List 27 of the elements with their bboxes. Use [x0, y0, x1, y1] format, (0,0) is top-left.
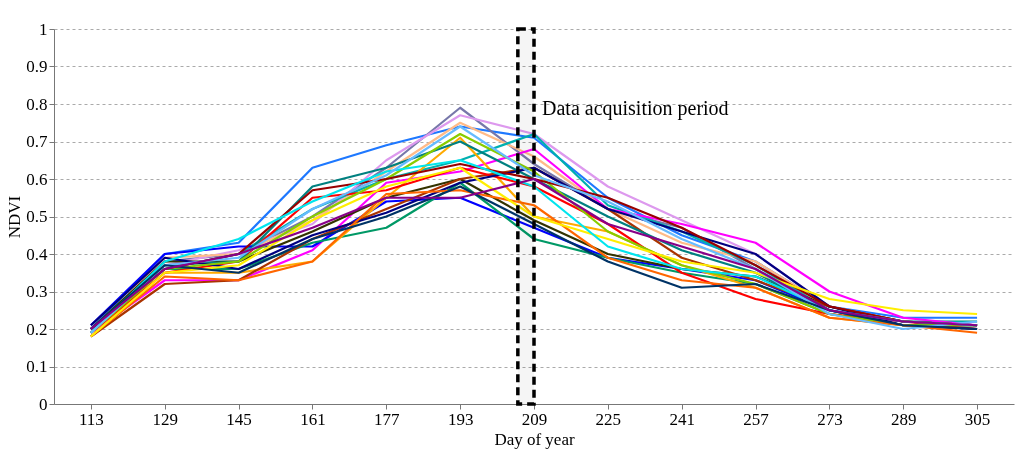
x-tick-label: 177	[374, 409, 401, 429]
x-tick-label: 289	[890, 409, 917, 429]
y-tick-label: 0.7	[26, 132, 48, 151]
x-tick-label: 225	[595, 409, 622, 429]
y-tick-label: 0	[39, 394, 48, 414]
y-tick-label: 0.1	[26, 357, 48, 376]
x-tick-label: 113	[78, 409, 104, 429]
x-tick-label: 241	[669, 409, 695, 429]
y-tick-label: 0.3	[26, 282, 48, 301]
y-tick-label: 0.2	[26, 319, 48, 339]
y-tick-label: 0.8	[26, 94, 48, 114]
y-axis-title: NDVI	[5, 195, 25, 239]
y-tick-label: 0.6	[26, 169, 48, 189]
y-tick-label: 1	[39, 19, 48, 39]
x-tick-label: 257	[743, 409, 770, 429]
x-axis-title: Day of year	[494, 429, 575, 449]
x-tick-label: 305	[964, 409, 991, 429]
x-tick-label: 273	[817, 409, 843, 429]
x-tick-label: 209	[521, 409, 548, 429]
y-tick-label: 0.4	[26, 244, 48, 264]
y-tick-label: 0.5	[26, 207, 48, 226]
x-tick-label: 145	[226, 409, 252, 429]
band-label: Data acquisition period	[542, 97, 729, 120]
x-tick-label: 161	[300, 409, 326, 429]
y-tick-label: 0.9	[26, 57, 48, 76]
x-tick-label: 129	[152, 409, 179, 429]
x-tick-label: 193	[447, 409, 474, 429]
